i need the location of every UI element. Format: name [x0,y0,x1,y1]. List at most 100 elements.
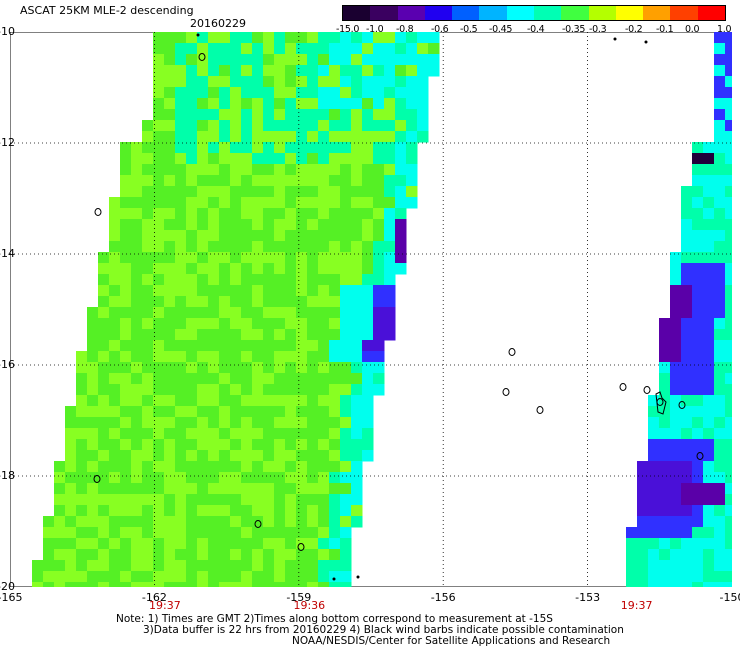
swath-cell [241,54,253,66]
swath-cell [263,417,275,429]
swath-cell [681,428,693,440]
swath-cell [659,406,671,418]
swath-cell [252,560,264,572]
swath-cell [307,329,319,341]
swath-cell [131,263,143,275]
swath-cell [208,142,220,154]
swath-cell [714,472,726,484]
swath-cell [362,241,374,253]
swath-cell [263,197,275,209]
contamination-barbs [196,33,648,581]
swath-cell [362,186,374,198]
swath-cell [197,252,209,264]
swath-cell [208,461,220,473]
swath-cell [230,87,242,99]
swath-cell [725,76,732,88]
swath-cell [329,406,341,418]
swath-cell [120,505,132,517]
swath-cell [76,428,88,440]
swath-cell [87,494,99,506]
swath-cell [241,263,253,275]
swath-cell [197,461,209,473]
swath-cell [175,296,187,308]
swath-cell [120,351,132,363]
swath-cell [230,241,242,253]
swath-cell [87,505,99,517]
swath-cell [153,296,165,308]
swath-cell [153,197,165,209]
swath-cell [274,395,286,407]
swath-cell [219,505,231,517]
swath-cell [714,505,726,517]
swath-cell [274,296,286,308]
swath-cell [373,318,385,330]
swath-cell [659,582,671,587]
swath-cell [659,516,671,528]
swath-cell [186,538,198,550]
swath-cell [164,318,176,330]
swath-cell [175,329,187,341]
swath-cell [351,395,363,407]
swath-cell [373,285,385,297]
swath-cell [384,186,396,198]
swath-cell [175,395,187,407]
swath-cell [120,362,132,374]
swath-cell [340,263,352,275]
swath-cell [109,340,121,352]
swath-cell [208,483,220,495]
swath-cell [384,65,396,77]
swath-cell [186,32,198,44]
swath-cell [252,516,264,528]
swath-cell [208,186,220,198]
swath-cell [252,131,264,143]
swath-cell [692,274,704,286]
swath-cell [307,98,319,110]
swath-cell [230,186,242,198]
swath-cell [329,560,341,572]
swath-cell [274,340,286,352]
swath-cell [197,131,209,143]
swath-cell [329,131,341,143]
swath-cell [307,252,319,264]
island-outline [655,391,667,415]
swath-cell [670,494,682,506]
swath-cell [725,527,732,539]
swath-cell [714,219,726,231]
swath-cell [164,472,176,484]
swath-cell [285,395,297,407]
swath-cell [142,450,154,462]
swath-cell [186,417,198,429]
swath-cell [703,516,715,528]
swath-cell [285,109,297,121]
swath-cell [263,263,275,275]
swath-cell [263,439,275,451]
swath-cell [417,32,429,44]
swath-cell [208,329,220,341]
swath-cell [285,98,297,110]
swath-cell [692,571,704,583]
swath-cell [164,153,176,165]
swath-cell [648,406,660,418]
swath-cell [329,395,341,407]
swath-cell [703,318,715,330]
swath-cell [120,175,132,187]
swath-cell [98,494,110,506]
swath-cell [230,417,242,429]
swath-cell [406,32,418,44]
swath-cell [692,208,704,220]
swath-cell [329,461,341,473]
swath-cell [373,307,385,319]
swath-cell [186,549,198,561]
swath-cell [703,186,715,198]
swath-cell [230,197,242,209]
swath-cell [164,384,176,396]
swath-cell [351,351,363,363]
swath-cell [109,197,121,209]
swath-cell [351,296,363,308]
swath-cell [98,505,110,517]
swath-cell [186,54,198,66]
swath-cell [692,472,704,484]
swath-cell [329,571,341,583]
swath-cell [703,208,715,220]
swath-cell [263,76,275,88]
